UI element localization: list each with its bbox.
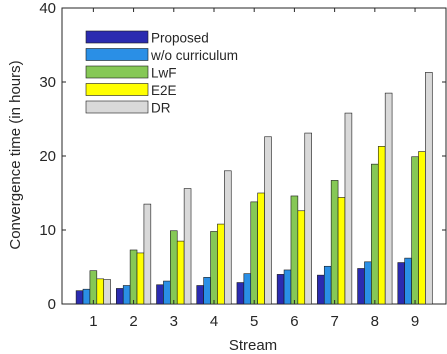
y-tick-label: 10 (39, 222, 56, 239)
bar-dr-stream-9 (425, 72, 433, 305)
legend-label-proposed: Proposed (151, 31, 209, 46)
legend-swatch-proposed (85, 30, 149, 44)
bar-e2e-stream-4 (217, 223, 225, 305)
x-tick-label: 7 (330, 313, 338, 330)
bar-dr-stream-5 (264, 136, 272, 305)
bar-lwf-stream-3 (170, 230, 178, 305)
x-tick-label: 5 (250, 313, 258, 330)
bar-dr-stream-7 (344, 112, 353, 305)
bar-e2e-stream-1 (96, 278, 105, 305)
bar-dr-stream-2 (143, 203, 152, 305)
bars-layer (75, 72, 433, 305)
legend-label-w-o-curriculum: w/o curriculum (150, 48, 238, 63)
legend-label-lwf: LwF (151, 66, 177, 81)
x-axis-label: Stream (229, 337, 277, 354)
bar-proposed-stream-5 (236, 282, 245, 305)
x-tick-label: 9 (411, 313, 419, 330)
legend-swatch-e2e (85, 83, 149, 96)
bar-dr-stream-6 (304, 132, 312, 305)
bar-proposed-stream-4 (196, 285, 204, 305)
bar-lwf-stream-8 (371, 163, 379, 305)
bar-lwf-stream-9 (411, 156, 419, 305)
bar-w-o-curriculum-stream-3 (163, 280, 171, 305)
bar-proposed-stream-8 (357, 268, 365, 305)
bar-dr-stream-8 (384, 92, 393, 305)
x-tick-label: 4 (210, 313, 218, 330)
bar-w-o-curriculum-stream-5 (243, 273, 252, 305)
axes: 1 2 3 4 5 6 7 8 9 0 10 20 30 40 (39, 0, 446, 330)
bar-proposed-stream-7 (317, 274, 325, 305)
x-tick-label: 2 (129, 313, 137, 330)
bar-proposed-stream-2 (116, 288, 124, 305)
y-tick-label: 0 (48, 296, 56, 313)
legend-label-e2e: E2E (151, 83, 177, 98)
bar-w-o-curriculum-stream-7 (323, 265, 332, 305)
bar-e2e-stream-5 (257, 192, 265, 305)
legend-swatch-lwf (85, 65, 149, 79)
bar-e2e-stream-8 (377, 146, 386, 305)
bar-dr-stream-3 (183, 188, 192, 305)
bar-w-o-curriculum-stream-9 (404, 257, 412, 305)
bar-proposed-stream-6 (276, 274, 285, 305)
legend: Proposed w/o curriculum LwF E2E DR (85, 30, 238, 116)
bar-lwf-stream-4 (210, 231, 218, 305)
bar-lwf-stream-6 (290, 195, 299, 305)
legend-label-dr: DR (151, 101, 171, 116)
bar-proposed-stream-9 (397, 262, 405, 305)
bar-w-o-curriculum-stream-8 (364, 261, 372, 305)
x-tick-label: 8 (371, 313, 379, 330)
y-tick-label: 20 (39, 148, 56, 165)
bar-w-o-curriculum-stream-4 (203, 277, 211, 305)
legend-swatch-w-o-curriculum (85, 48, 149, 61)
bar-e2e-stream-3 (176, 240, 185, 305)
bar-w-o-curriculum-stream-1 (82, 288, 91, 305)
bar-w-o-curriculum-stream-2 (122, 285, 131, 305)
y-tick-label: 30 (39, 74, 56, 91)
y-tick-label: 40 (39, 0, 56, 17)
x-tick-label: 1 (89, 313, 97, 330)
bar-dr-stream-1 (103, 279, 111, 305)
x-tick-label: 6 (290, 313, 298, 330)
x-tick-label: 3 (170, 313, 178, 330)
bar-lwf-stream-2 (129, 249, 138, 305)
legend-swatch-dr (85, 100, 149, 114)
bar-lwf-stream-5 (250, 201, 258, 305)
bar-e2e-stream-7 (337, 197, 346, 305)
bar-e2e-stream-9 (418, 151, 426, 305)
bar-lwf-stream-1 (89, 270, 98, 305)
bar-proposed-stream-3 (156, 284, 164, 305)
bar-proposed-stream-1 (75, 290, 84, 305)
y-axis-label: Convergence time (in hours) (7, 60, 24, 249)
bar-w-o-curriculum-stream-6 (283, 269, 292, 305)
bar-lwf-stream-7 (330, 180, 339, 305)
bar-e2e-stream-6 (297, 210, 306, 305)
bar-dr-stream-4 (224, 170, 232, 305)
bar-e2e-stream-2 (136, 252, 145, 305)
